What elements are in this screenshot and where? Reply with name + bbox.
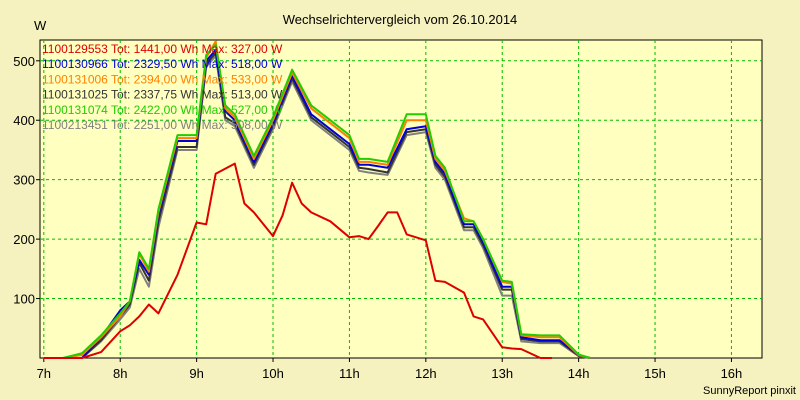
legend-entry-1100131074: 1100131074 Tot: 2422,00 Wh Max: 527,00 W [42,103,283,117]
legend-entry-1100213451: 1100213451 Tot: 2251,00 Wh Max: 508,00 W [42,118,283,132]
x-tick-label: 16h [721,366,743,381]
legend-entry-1100129553: 1100129553 Tot: 1441,00 Wh Max: 327,00 W [42,42,283,56]
series-line-1100130966 [43,49,591,359]
series-lines [43,40,591,359]
x-tick-label: 8h [113,366,127,381]
y-tick-label: 200 [13,232,35,247]
grid-lines [40,40,762,358]
y-tick-label: 500 [13,54,35,69]
footer-credit: SunnyReport pinxit [703,385,796,397]
legend: 1100129553 Tot: 1441,00 Wh Max: 327,00 W… [42,42,283,132]
x-tick-label: 12h [415,366,437,381]
legend-entry-1100131006: 1100131006 Tot: 2394,00 Wh Max: 533,00 W [42,72,283,86]
series-line-1100131074 [43,43,591,359]
x-tick-label: 7h [37,366,51,381]
series-line-1100129553 [43,162,552,359]
x-tick-label: 15h [644,366,666,381]
legend-entry-1100131025: 1100131025 Tot: 2337,75 Wh Max: 513,00 W [42,88,283,102]
legend-entry-1100130966: 1100130966 Tot: 2329,50 Wh Max: 518,00 W [42,57,283,71]
x-tick-label: 10h [262,366,284,381]
series-line-1100131025 [43,52,591,359]
chart-title: Wechselrichtervergleich vom 26.10.2014 [283,12,518,27]
x-axis-ticks: 7h 8h 9h 10h 11h 12h 13h 14h 15h 16h [37,358,743,381]
x-tick-label: 13h [491,366,513,381]
x-tick-label: 14h [568,366,590,381]
y-tick-label: 400 [13,113,35,128]
y-tick-label: 100 [13,292,35,307]
y-tick-label: 300 [13,173,35,188]
y-axis-ticks: 100 200 300 400 500 [13,54,40,307]
x-tick-label: 9h [189,366,203,381]
series-line-1100213451 [43,55,591,359]
x-tick-label: 11h [339,366,360,381]
y-axis-label: W [34,18,47,33]
